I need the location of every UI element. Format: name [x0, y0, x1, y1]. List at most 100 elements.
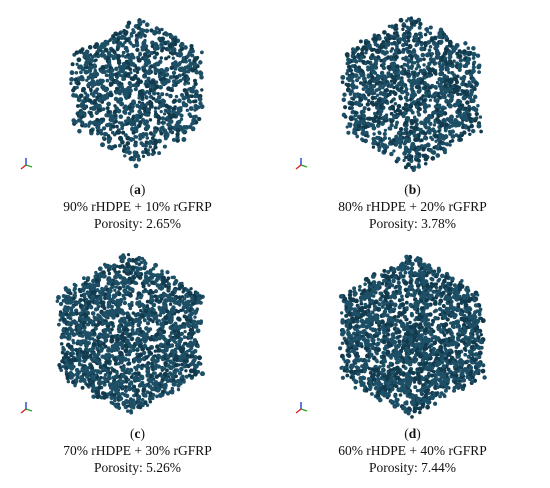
particle [80, 120, 85, 125]
particle [432, 62, 437, 66]
particle [377, 148, 381, 153]
particle [362, 106, 367, 111]
particle [443, 47, 449, 53]
particle [350, 110, 354, 115]
particle [413, 92, 418, 97]
particle [113, 380, 119, 386]
particle [159, 286, 164, 291]
particle [192, 340, 197, 346]
particle [72, 286, 77, 291]
particle [353, 125, 358, 130]
particle [171, 56, 175, 60]
particle [416, 77, 421, 82]
particle [417, 25, 422, 30]
particle [88, 120, 93, 125]
particle [97, 361, 102, 366]
particle [79, 333, 84, 338]
particle [167, 55, 171, 59]
particle [353, 110, 358, 115]
particle [167, 43, 173, 49]
particle [114, 86, 120, 91]
particle [57, 322, 61, 327]
particle [134, 261, 139, 266]
particle [80, 47, 85, 52]
particle [136, 77, 141, 82]
particle [398, 141, 403, 146]
particle [350, 75, 355, 80]
particle [131, 130, 136, 135]
particle [70, 300, 75, 304]
particle [62, 307, 67, 312]
particle [100, 142, 105, 148]
particle [367, 93, 371, 97]
particle [188, 100, 193, 104]
particle [131, 99, 136, 105]
particle [169, 343, 175, 348]
particle [392, 302, 398, 308]
particle [83, 96, 87, 100]
particle [142, 74, 147, 79]
particle [413, 34, 418, 39]
particle [126, 404, 130, 408]
particle [155, 61, 161, 67]
particle [409, 93, 414, 97]
particle [77, 362, 82, 367]
particle [377, 327, 382, 332]
particle [78, 379, 83, 383]
particle [394, 41, 399, 47]
particle [435, 80, 440, 85]
particle [433, 133, 438, 139]
particle [88, 353, 93, 358]
particle [448, 84, 453, 88]
particle [175, 128, 181, 133]
particle [430, 137, 435, 142]
particle [414, 105, 419, 109]
particle [98, 340, 103, 345]
particle [371, 102, 376, 107]
particle [182, 297, 187, 301]
particle [111, 34, 116, 39]
particle [427, 125, 431, 130]
particle [144, 140, 149, 144]
particle [383, 380, 389, 386]
particle [184, 125, 190, 130]
particle [71, 296, 76, 301]
particle [116, 299, 121, 305]
particle [63, 352, 69, 358]
particle [104, 73, 109, 78]
particle [372, 132, 376, 136]
particle [457, 53, 463, 59]
particle [130, 337, 134, 342]
particle [131, 398, 136, 403]
particle [198, 71, 204, 76]
particle [129, 410, 134, 415]
particle [182, 335, 187, 339]
particle [428, 31, 433, 36]
particle [88, 382, 93, 387]
particle [356, 52, 360, 57]
particle [361, 113, 367, 119]
particle [143, 308, 149, 314]
particle [136, 358, 142, 364]
particle [138, 295, 142, 299]
particle [99, 69, 103, 73]
particle [444, 123, 449, 127]
particle [456, 120, 461, 125]
particle [83, 91, 87, 95]
particle [83, 280, 88, 286]
particle [127, 387, 132, 392]
particle [428, 98, 433, 102]
particle [59, 342, 64, 346]
particle [93, 358, 97, 362]
particle [172, 370, 178, 375]
particle [120, 258, 125, 264]
particle [125, 315, 130, 320]
particle [153, 289, 159, 294]
particle [144, 83, 150, 89]
particle [69, 344, 74, 349]
particle [87, 282, 92, 287]
particle [137, 319, 143, 325]
particle [74, 50, 80, 55]
particle [151, 290, 155, 295]
particle [171, 137, 176, 142]
